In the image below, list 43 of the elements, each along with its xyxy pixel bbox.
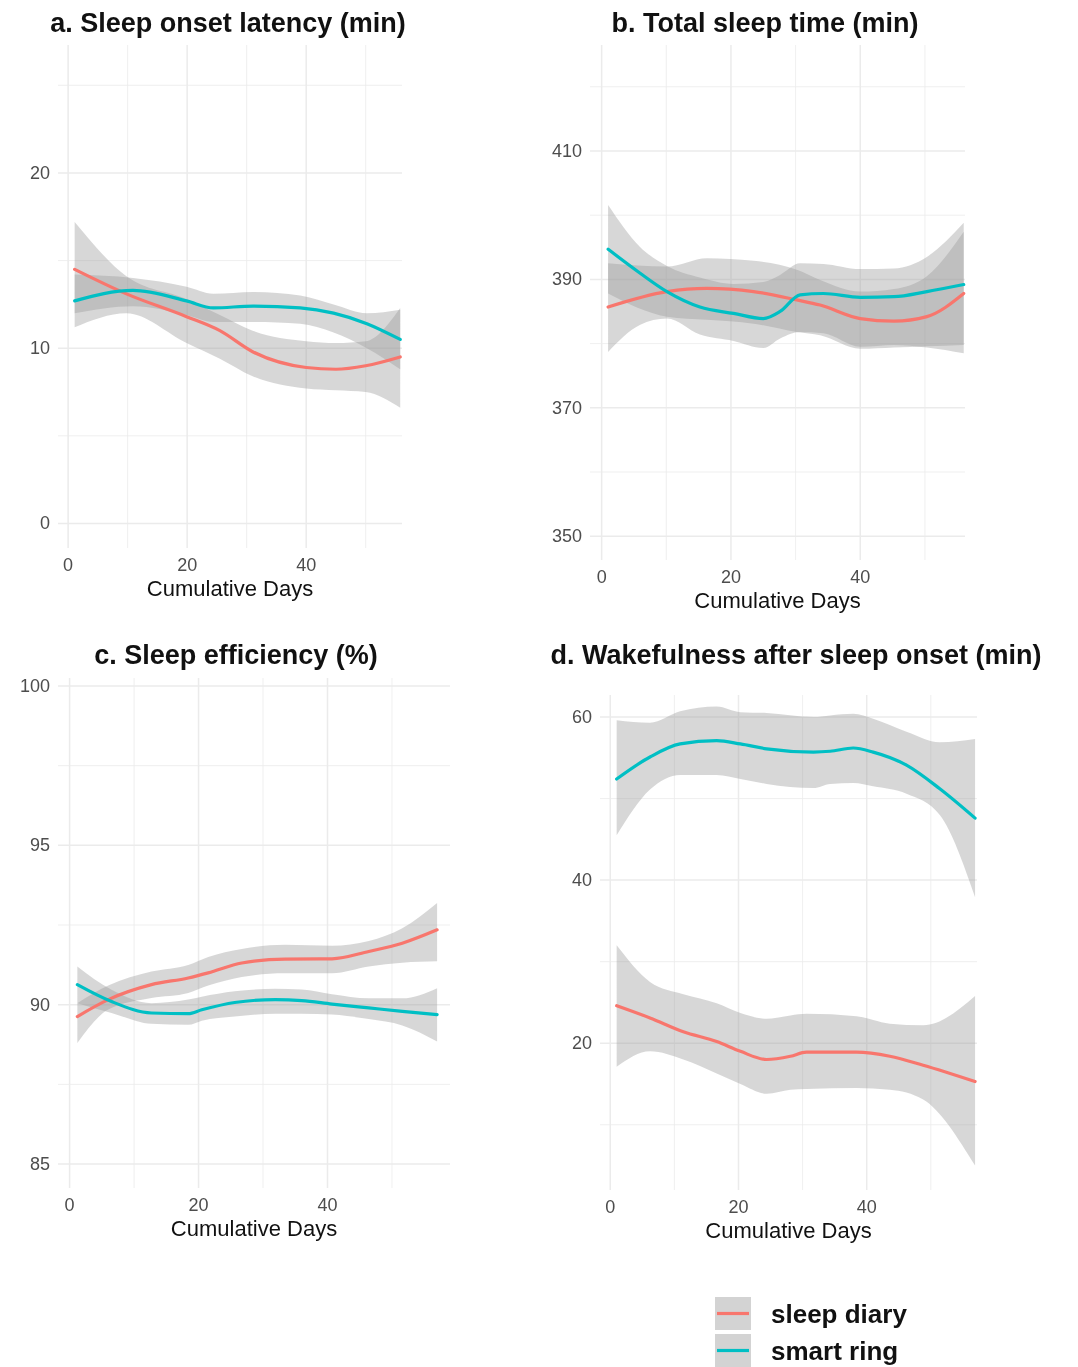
x-tick-label: 0: [63, 555, 74, 575]
y-tick-label: 40: [571, 870, 592, 891]
legend-label: sleep diary: [771, 1299, 908, 1329]
x-tick-label: 20: [177, 555, 198, 575]
y-tick-label: 90: [29, 994, 50, 1015]
line-series: [75, 983, 439, 1017]
line-series: [606, 247, 966, 321]
chart-title: a. Sleep onset latency (min): [50, 8, 406, 38]
y-tick-label: 20: [571, 1033, 592, 1054]
y-tick-label: 100: [19, 675, 50, 696]
y-tick-label: 0: [39, 513, 50, 534]
chart-title: d. Wakefulness after sleep onset (min): [550, 640, 1042, 670]
chart-title: b. Total sleep time (min): [611, 8, 919, 38]
x-tick-label: 0: [605, 1197, 616, 1217]
line-series: [615, 1004, 977, 1084]
x-axis-title: Cumulative Days: [694, 588, 861, 613]
y-tick-label: 10: [29, 338, 50, 359]
x-tick-label: 40: [856, 1197, 877, 1217]
y-tick-label: 350: [551, 526, 582, 547]
x-tick-label: 20: [728, 1197, 749, 1217]
x-tick-label: 40: [296, 555, 317, 575]
x-tick-label: 0: [596, 567, 607, 587]
y-tick-label: 390: [551, 269, 582, 290]
x-axis-title: Cumulative Days: [170, 1216, 338, 1241]
line-series: [606, 286, 966, 323]
chart-title: c. Sleep efficiency (%): [94, 640, 378, 670]
x-tick-label: 20: [188, 1195, 209, 1215]
x-tick-label: 0: [64, 1195, 75, 1215]
x-axis-title: Cumulative Days: [146, 576, 314, 601]
y-tick-label: 410: [551, 140, 582, 161]
x-tick-label: 40: [850, 567, 871, 587]
legend-label: smart ring: [771, 1336, 899, 1366]
x-axis-title: Cumulative Days: [705, 1218, 872, 1243]
y-tick-label: 95: [29, 835, 50, 856]
x-tick-label: 40: [317, 1195, 338, 1215]
y-tick-label: 370: [551, 397, 582, 418]
line-series: [615, 739, 977, 820]
y-tick-label: 60: [571, 707, 592, 728]
y-tick-label: 85: [29, 1154, 50, 1175]
line-series: [75, 928, 439, 1019]
line-series: [73, 288, 402, 342]
y-tick-label: 20: [29, 162, 50, 183]
x-tick-label: 20: [720, 567, 741, 587]
